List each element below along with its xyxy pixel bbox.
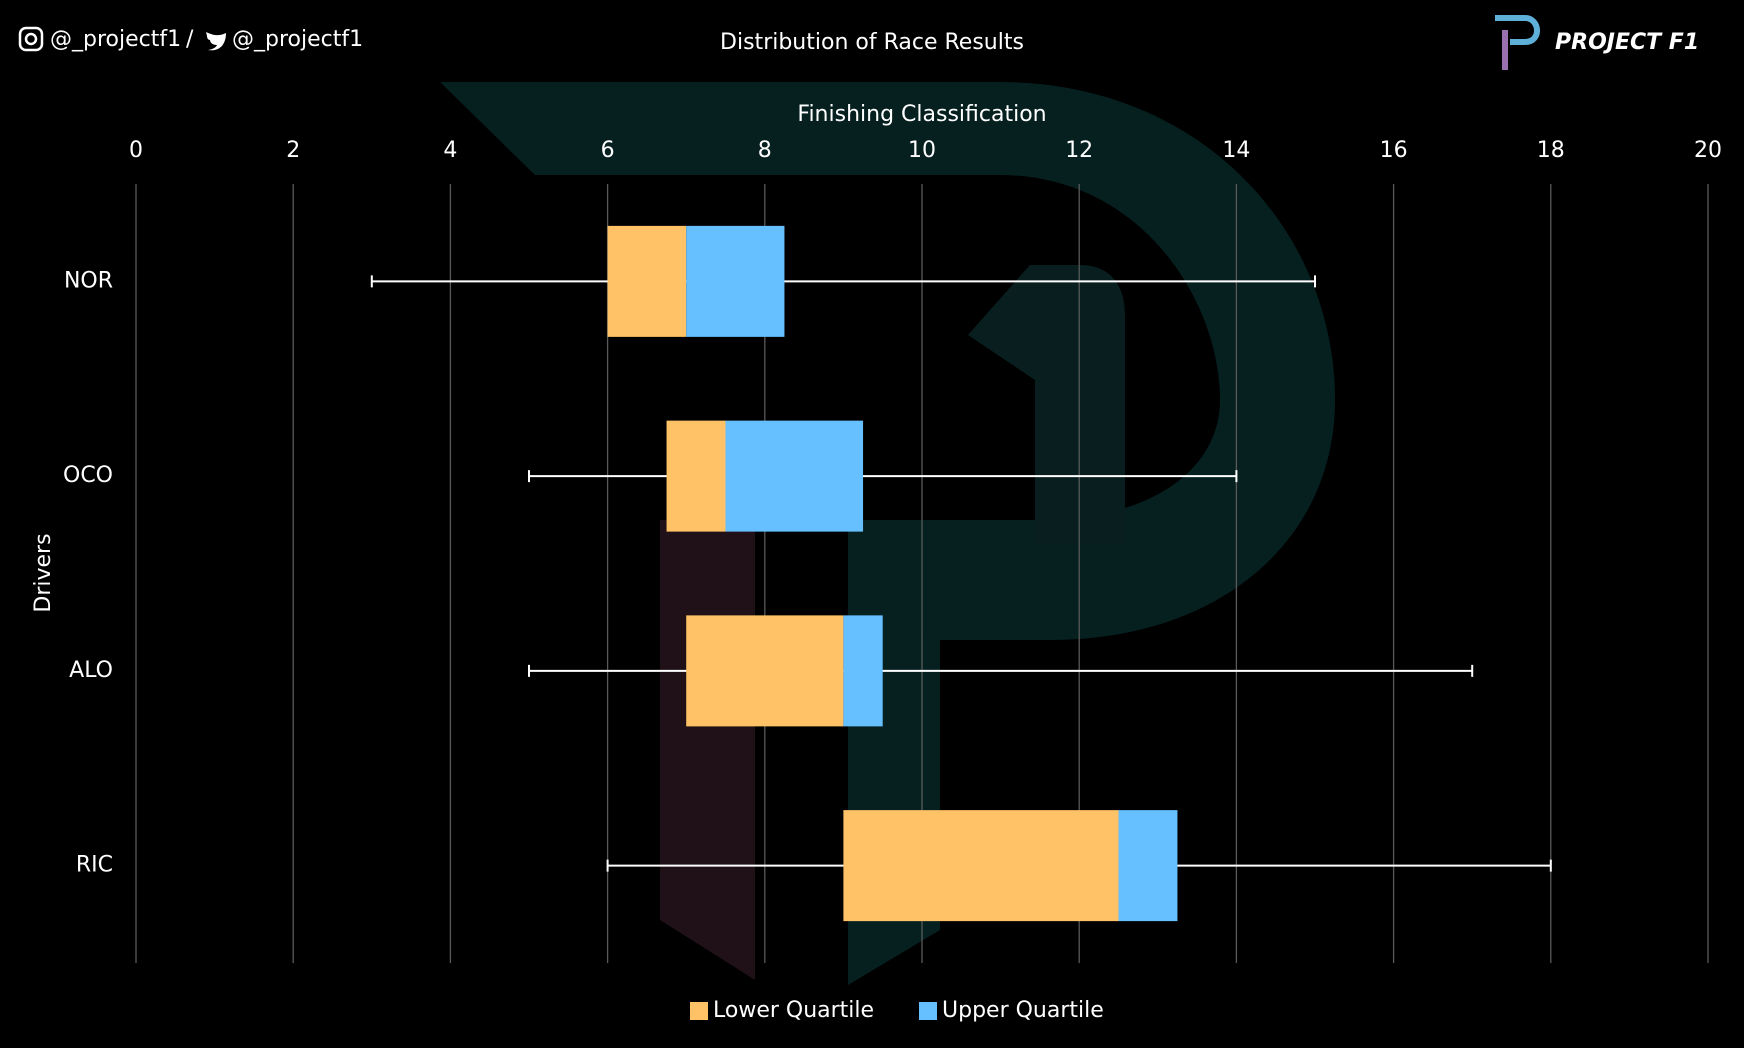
chart-title: Distribution of Race Results bbox=[720, 30, 1024, 55]
x-tick-label: 6 bbox=[601, 138, 615, 163]
x-tick-label: 8 bbox=[758, 138, 772, 163]
separator: / bbox=[186, 27, 194, 52]
twitter-handle: @_projectf1 bbox=[232, 27, 363, 52]
x-tick-label: 14 bbox=[1222, 138, 1250, 163]
lower-quartile-box bbox=[686, 615, 844, 727]
y-tick-label: ALO bbox=[69, 658, 113, 683]
instagram-handle: @_projectf1 bbox=[50, 27, 181, 52]
x-tick-label: 10 bbox=[908, 138, 936, 163]
x-tick-label: 18 bbox=[1537, 138, 1565, 163]
y-axis-label: Drivers bbox=[31, 533, 56, 612]
lower-quartile-box bbox=[607, 225, 687, 337]
legend-swatch bbox=[919, 1002, 937, 1020]
lower-quartile-box bbox=[843, 810, 1119, 922]
x-tick-label: 4 bbox=[443, 138, 457, 163]
x-tick-label: 0 bbox=[129, 138, 143, 163]
instagram-icon bbox=[18, 26, 44, 52]
upper-quartile-box bbox=[686, 225, 785, 337]
legend-label: Upper Quartile bbox=[942, 998, 1104, 1023]
y-tick-label: RIC bbox=[76, 853, 113, 878]
x-tick-label: 20 bbox=[1694, 138, 1722, 163]
x-tick-label: 2 bbox=[286, 138, 300, 163]
upper-quartile-box bbox=[1118, 810, 1178, 922]
y-tick-label: OCO bbox=[63, 463, 113, 488]
logo-icon bbox=[1495, 15, 1540, 70]
x-tick-label: 12 bbox=[1065, 138, 1093, 163]
legend-swatch bbox=[690, 1002, 708, 1020]
x-axis-label: Finishing Classification bbox=[797, 102, 1046, 127]
twitter-icon bbox=[206, 32, 226, 51]
lower-quartile-box bbox=[666, 420, 726, 532]
x-tick-label: 16 bbox=[1380, 138, 1408, 163]
upper-quartile-box bbox=[725, 420, 864, 532]
upper-quartile-box bbox=[843, 615, 883, 727]
legend-label: Lower Quartile bbox=[713, 998, 874, 1023]
logo-text: PROJECT F1 bbox=[1555, 30, 1699, 55]
y-tick-label: NOR bbox=[64, 268, 113, 293]
